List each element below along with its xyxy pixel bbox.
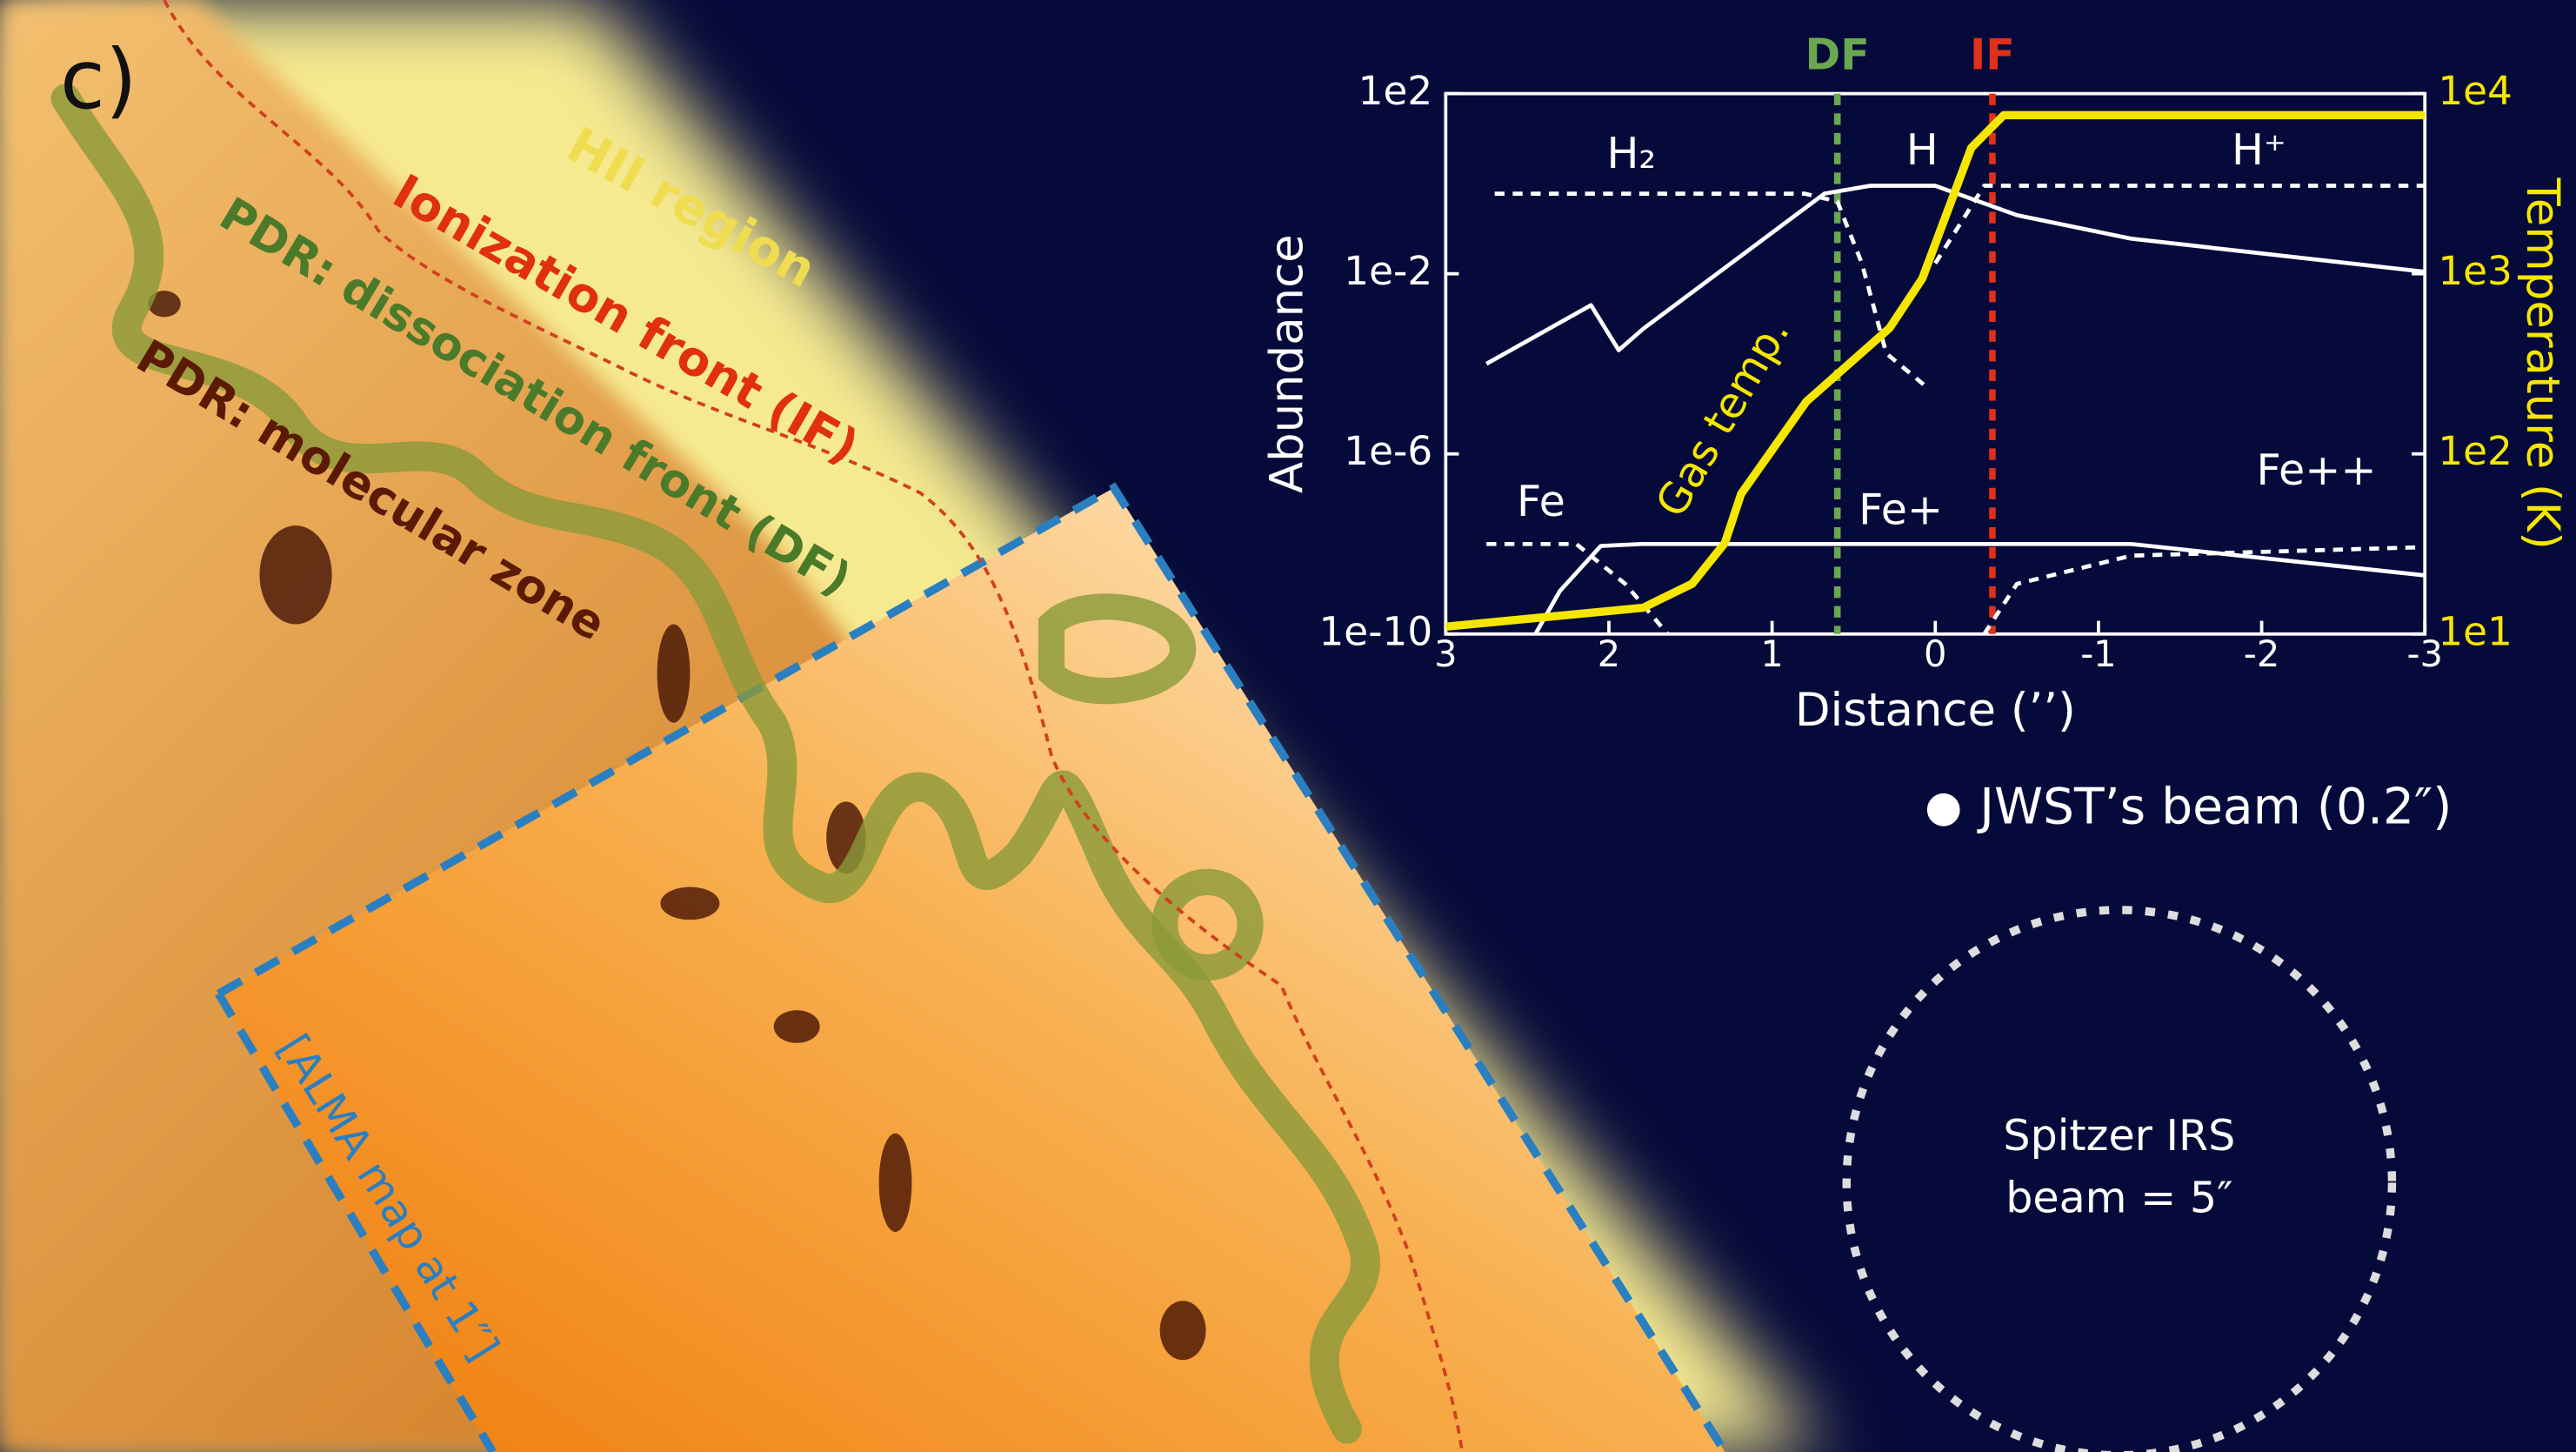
x-tick-label: 2: [1598, 632, 1620, 675]
series-label: H⁺: [2232, 124, 2286, 175]
y-tick-label: 1e-6: [1344, 428, 1432, 474]
figure: c) HII region Ionization front (IF) PDR:…: [0, 0, 2576, 1452]
y-tick-label: 1e-2: [1344, 248, 1432, 294]
page: c) HII region Ionization front (IF) PDR:…: [0, 0, 2576, 1452]
y2-tick-label: 1e4: [2438, 68, 2513, 114]
y-tick-label: 1e-10: [1318, 608, 1432, 654]
x-tick-label: -2: [2244, 632, 2279, 675]
series-label: Fe: [1517, 476, 1565, 526]
x-tick-label: -3: [2406, 632, 2442, 675]
front-label: IF: [1970, 30, 2015, 80]
spitzer-label: beam = 5″: [2005, 1173, 2232, 1223]
y-axis-label: Abundance: [1261, 234, 1314, 493]
x-tick-label: 0: [1924, 632, 1946, 675]
y2-tick-label: 1e3: [2438, 248, 2513, 294]
jwst-beam: [1927, 793, 1960, 826]
spitzer-label: Spitzer IRS: [2003, 1110, 2235, 1161]
y2-tick-label: 1e1: [2438, 608, 2513, 654]
series-label: Fe++: [2256, 445, 2376, 495]
x-tick-label: 1: [1760, 632, 1783, 675]
series-label: H: [1906, 124, 1939, 175]
series-label: H₂: [1606, 128, 1656, 178]
front-label: DF: [1805, 30, 1870, 80]
y-tick-label: 1e2: [1358, 68, 1433, 114]
x-tick-label: 3: [1434, 632, 1457, 675]
jwst-label: JWST’s beam (0.2″): [1977, 778, 2452, 835]
y2-tick-label: 1e2: [2438, 428, 2513, 474]
series-label: Fe+: [1859, 485, 1943, 535]
panel-label: c): [60, 32, 137, 128]
x-axis-label: Distance (’’): [1795, 684, 2076, 737]
y2-axis-label: Temperature (K): [2516, 177, 2569, 549]
x-tick-label: -1: [2080, 632, 2116, 675]
